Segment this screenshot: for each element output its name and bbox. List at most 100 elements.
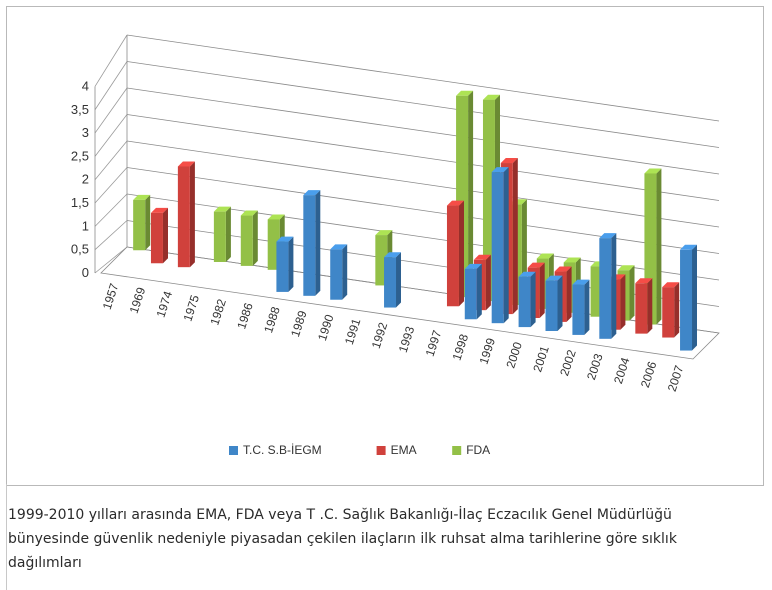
bar [330,249,343,300]
y-tick-label: 3 [82,125,89,140]
side-wall-line [94,140,128,180]
x-tick-label: 2007 [665,363,687,393]
x-tick-label: 1990 [315,312,337,342]
chart-floor [100,246,720,360]
gridline [126,87,720,175]
bar-top [464,263,482,269]
figure-caption: 1999-2010 yılları arasında EMA, FDA veya… [8,507,677,571]
bar-side [539,262,545,318]
bar-top [240,210,258,216]
y-tick-label: 3,5 [71,102,89,117]
bar-side [611,233,617,339]
side-wall-line [94,114,128,157]
bar-top [572,279,590,285]
bar-side [674,282,680,338]
x-tick-label: 1991 [342,316,364,346]
x-tick-label: 1974 [154,289,176,319]
bar-top [177,161,195,167]
bar-top [500,158,518,163]
gridline [126,34,720,122]
x-tick-label: 2001 [530,344,552,374]
bar-side [566,266,572,322]
y-tick-label: 0,5 [71,242,89,257]
bar-side [629,265,635,321]
bar-side [252,210,258,266]
legend-label: T.C. S.B-İEGM [243,443,322,457]
bar-side [584,279,590,335]
x-tick-label: 1993 [396,324,418,354]
side-wall-line [94,193,128,227]
bar [384,257,397,308]
bar [545,280,558,331]
bar-top [267,214,285,220]
bar-side [503,167,509,324]
bar-top [599,233,617,239]
bar [133,199,146,251]
bar [240,215,253,266]
x-tick-label: 1992 [369,320,391,350]
bar [491,172,504,324]
x-tick-label: 2002 [557,348,579,378]
legend-label: EMA [391,443,417,457]
x-tick-label: 1997 [423,328,445,358]
bar-top [473,254,491,260]
bar-side [468,90,474,298]
bar [680,249,693,351]
bar [518,276,531,328]
bar-side [530,271,536,328]
bar-top [447,200,464,206]
legend-swatch [376,446,386,455]
bar-side [189,161,195,268]
x-tick-label: 1982 [207,297,229,327]
bar-side [288,236,294,292]
bar-top [545,275,563,281]
x-tick-label: 1998 [450,332,472,362]
x-tick-label: 2003 [584,352,606,382]
divider [6,484,7,590]
bar [446,205,459,307]
y-tick-label: 1 [82,218,89,233]
chart-frame: 0 0,5 1 1,5 2 2,5 3 3,5 4 1957 1969 1974 1975 1982 198… [6,6,764,486]
legend-swatch [452,446,462,455]
legend-label: FDA [466,443,490,457]
bar [572,284,585,335]
bar-top [151,207,168,213]
y-tick-label: 1,5 [71,195,89,210]
legend-swatch [229,446,238,455]
x-tick-label: 1969 [127,285,149,315]
bar-side [512,158,518,315]
bar [213,211,226,262]
gridline [126,61,720,148]
y-tick-label: 2,5 [71,148,89,163]
bar-side [225,206,231,262]
bar-side [396,252,401,308]
gridline [126,114,720,201]
x-tick-label: 1999 [476,336,498,366]
bar-top [563,257,581,263]
bar-top [483,94,500,100]
x-tick-label: 1986 [234,301,256,331]
bar-top [384,252,401,258]
x-tick-label: 1989 [288,309,310,339]
bar-top [662,282,680,288]
bar-side [656,168,662,325]
x-tick-label: 1975 [180,293,202,323]
bar [599,238,612,339]
bar-top [554,266,572,272]
bar-top [518,271,536,277]
side-wall-line [94,87,128,134]
bar-top [680,244,697,250]
bar-side [620,274,626,330]
x-tick-label: 1988 [261,305,283,335]
bar [276,241,289,292]
bar [464,268,477,320]
bar-side [459,200,464,307]
bar-top [456,90,474,96]
gridline [126,167,720,254]
bar [177,166,190,268]
bar [635,283,648,334]
bar-side [692,244,697,351]
bar [150,212,163,264]
side-wall-line [94,220,128,250]
